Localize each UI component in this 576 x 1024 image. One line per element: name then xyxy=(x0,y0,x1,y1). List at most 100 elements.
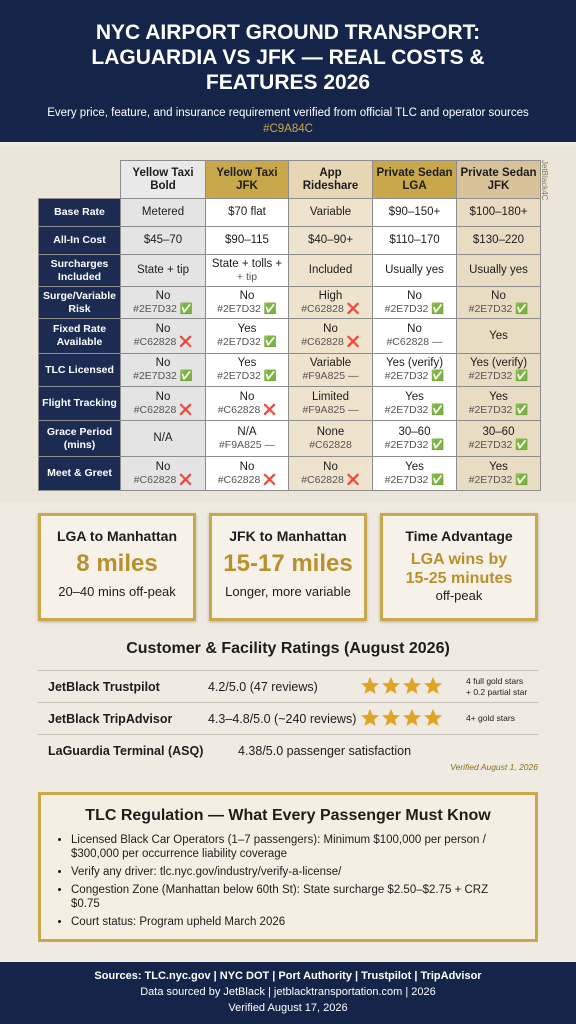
cell-main: $90–115 xyxy=(225,234,269,246)
cell-main: State + tolls + xyxy=(211,257,283,270)
cell-sub: #C62828 ❌ xyxy=(301,336,360,348)
cell-main: Yes (verify) xyxy=(385,357,444,369)
column-header: Private Sedan LGA xyxy=(372,160,457,199)
cell-main: Yes xyxy=(405,460,424,473)
cell-sub: #2E7D32 ✅ xyxy=(468,370,529,382)
table-cell: No #C62828 ❌ xyxy=(288,456,373,491)
table-row: TLC Licensed No #2E7D32 ✅ Yes #2E7D32 ✅ Varia… xyxy=(38,353,541,387)
cell-sub: #F9A825 — xyxy=(302,403,359,416)
table-cell: No #2E7D32 ✅ xyxy=(120,286,206,319)
table-section: Yellow Taxi Bold Yellow Taxi JFK App Rides… xyxy=(0,146,576,502)
cell-main: No xyxy=(155,390,171,403)
cell-main: $130–220 xyxy=(472,234,525,246)
table-cell: $100–180+ xyxy=(456,198,541,227)
row-label: Grace Period (mins) xyxy=(38,420,121,457)
cell-main: No xyxy=(407,323,422,335)
comparison-table: Yellow Taxi Bold Yellow Taxi JFK App Rides… xyxy=(38,160,541,491)
table-row: All-In Cost $45–70 $90–115 $40–90+ $110–170 $… xyxy=(38,226,541,255)
tlc-bullet: Court status: Program upheld March 2026 xyxy=(71,915,519,929)
footer-line: Data sourced by JetBlack | jetblacktrans… xyxy=(140,986,436,998)
table-cell: $40–90+ xyxy=(288,226,373,255)
table-cell: No #C62828 ❌ xyxy=(205,386,289,421)
tlc-list: Licensed Black Car Operators (1–7 passen… xyxy=(57,833,519,929)
card-note: Longer, more variable xyxy=(225,584,351,599)
row-label: TLC Licensed xyxy=(38,353,121,387)
table-cell: No #C62828 ❌ xyxy=(120,456,206,491)
table-cell: No #C62828 ❌ xyxy=(205,456,289,491)
table-cell: Variable xyxy=(288,198,373,227)
rating-score: 4.2/5.0 (47 reviews) xyxy=(208,680,318,694)
cell-sub: #C62828 — xyxy=(386,336,443,348)
cell-main: No xyxy=(407,289,422,302)
rating-score: 4.3–4.8/5.0 (~240 reviews) xyxy=(208,712,357,726)
row-label: Meet & Greet xyxy=(38,456,121,491)
subtitle: Every price, feature, and insurance requ… xyxy=(47,107,529,119)
cell-main: No xyxy=(323,323,338,335)
table-cell: No #C62828 — xyxy=(372,318,457,354)
table-cell: No #C62828 ❌ xyxy=(120,318,206,354)
table-cell: $90–150+ xyxy=(372,198,457,227)
table-cell: 30–60 #2E7D32 ✅ xyxy=(372,420,457,457)
table-row: Base Rate Metered $70 flat Variable $90–150+… xyxy=(38,198,541,227)
row-label: Fixed Rate Available xyxy=(38,318,121,354)
cell-sub: #C62828 ❌ xyxy=(217,403,277,416)
cell-sub: #2E7D32 ✅ xyxy=(133,370,193,382)
cell-sub: #2E7D32 ✅ xyxy=(217,336,277,348)
card-value: 15-17 miles xyxy=(223,550,353,577)
cell-main: High xyxy=(318,289,343,302)
table-cell: Yes #2E7D32 ✅ xyxy=(456,456,541,491)
footer-line: Sources: TLC.nyc.gov | NYC DOT | Port Au… xyxy=(94,970,482,982)
row-label: Surge/Variable Risk xyxy=(38,286,121,319)
cell-sub: #C62828 ❌ xyxy=(301,302,360,315)
table-cell: State + tip xyxy=(120,254,206,287)
table-cell: No #2E7D32 ✅ xyxy=(205,286,289,319)
footer: Sources: TLC.nyc.gov | NYC DOT | Port Au… xyxy=(0,962,576,1024)
rating-name: JetBlack Trustpilot xyxy=(48,680,160,694)
rating-row: LaGuardia Terminal (ASQ) 4.38/5.0 passen… xyxy=(38,734,538,766)
cell-main: N/A xyxy=(237,425,257,438)
cell-sub: + tip xyxy=(236,270,258,283)
cell-sub: #C62828 ❌ xyxy=(301,473,360,486)
card: Time Advantage LGA wins by 15-25 minutes… xyxy=(380,513,538,621)
cell-sub: #2E7D32 ✅ xyxy=(384,403,445,416)
cell-sub: #C62828 ❌ xyxy=(133,403,193,416)
cell-sub: #2E7D32 ✅ xyxy=(468,403,529,416)
footer-line: Verified August 17, 2026 xyxy=(228,1002,348,1014)
cell-sub: #C62828 xyxy=(309,438,352,451)
cell-main: No xyxy=(239,289,255,302)
header-row: Yellow Taxi Bold Yellow Taxi JFK App Rides… xyxy=(39,160,541,199)
table-cell: N/A #F9A825 — xyxy=(205,420,289,457)
table-cell: $45–70 xyxy=(120,226,206,255)
cell-sub: #2E7D32 ✅ xyxy=(384,370,445,382)
stars xyxy=(361,677,442,694)
cell-main: No xyxy=(155,289,171,302)
card-value: LGA wins by xyxy=(410,551,508,568)
cell-sub: #2E7D32 ✅ xyxy=(384,438,445,451)
row-label: All-In Cost xyxy=(38,226,121,255)
cell-main: 30–60 xyxy=(398,425,431,438)
column-header: Yellow Taxi Bold xyxy=(120,160,206,199)
cell-main: $70 flat xyxy=(228,206,266,218)
ratings-title: Customer & Facility Ratings (August 2026… xyxy=(126,640,450,657)
rating-name: LaGuardia Terminal (ASQ) xyxy=(48,744,204,758)
table-cell: No #C62828 ❌ xyxy=(288,318,373,354)
cell-main: No xyxy=(239,460,255,473)
cell-main: $45–70 xyxy=(143,234,183,246)
cell-sub: #C62828 ❌ xyxy=(133,473,193,486)
rating-score: 4.38/5.0 passenger satisfaction xyxy=(238,744,412,758)
rating-row: JetBlack TripAdvisor 4.3–4.8/5.0 (~240 r… xyxy=(38,702,538,734)
cell-main: Variable xyxy=(309,357,352,369)
corner xyxy=(39,161,121,199)
stars xyxy=(361,709,442,726)
table-row: Surcharges Included State + tip State + to… xyxy=(38,254,541,287)
cell-main: Yes xyxy=(237,323,257,335)
row-label: Base Rate xyxy=(38,198,121,227)
cell-sub: #2E7D32 ✅ xyxy=(133,302,193,315)
cell-sub: #C62828 ❌ xyxy=(217,473,277,486)
cell-main: Yes xyxy=(489,390,508,403)
table-row: Meet & Greet No #C62828 ❌ No #C62828 ❌ No #C62… xyxy=(38,456,541,491)
note-line: 4 full gold stars xyxy=(466,676,524,686)
rating-note: 4 full gold stars + 0.2 partial star xyxy=(466,676,527,698)
table-cell: $130–220 xyxy=(456,226,541,255)
cell-sub: #C62828 ❌ xyxy=(133,336,193,348)
